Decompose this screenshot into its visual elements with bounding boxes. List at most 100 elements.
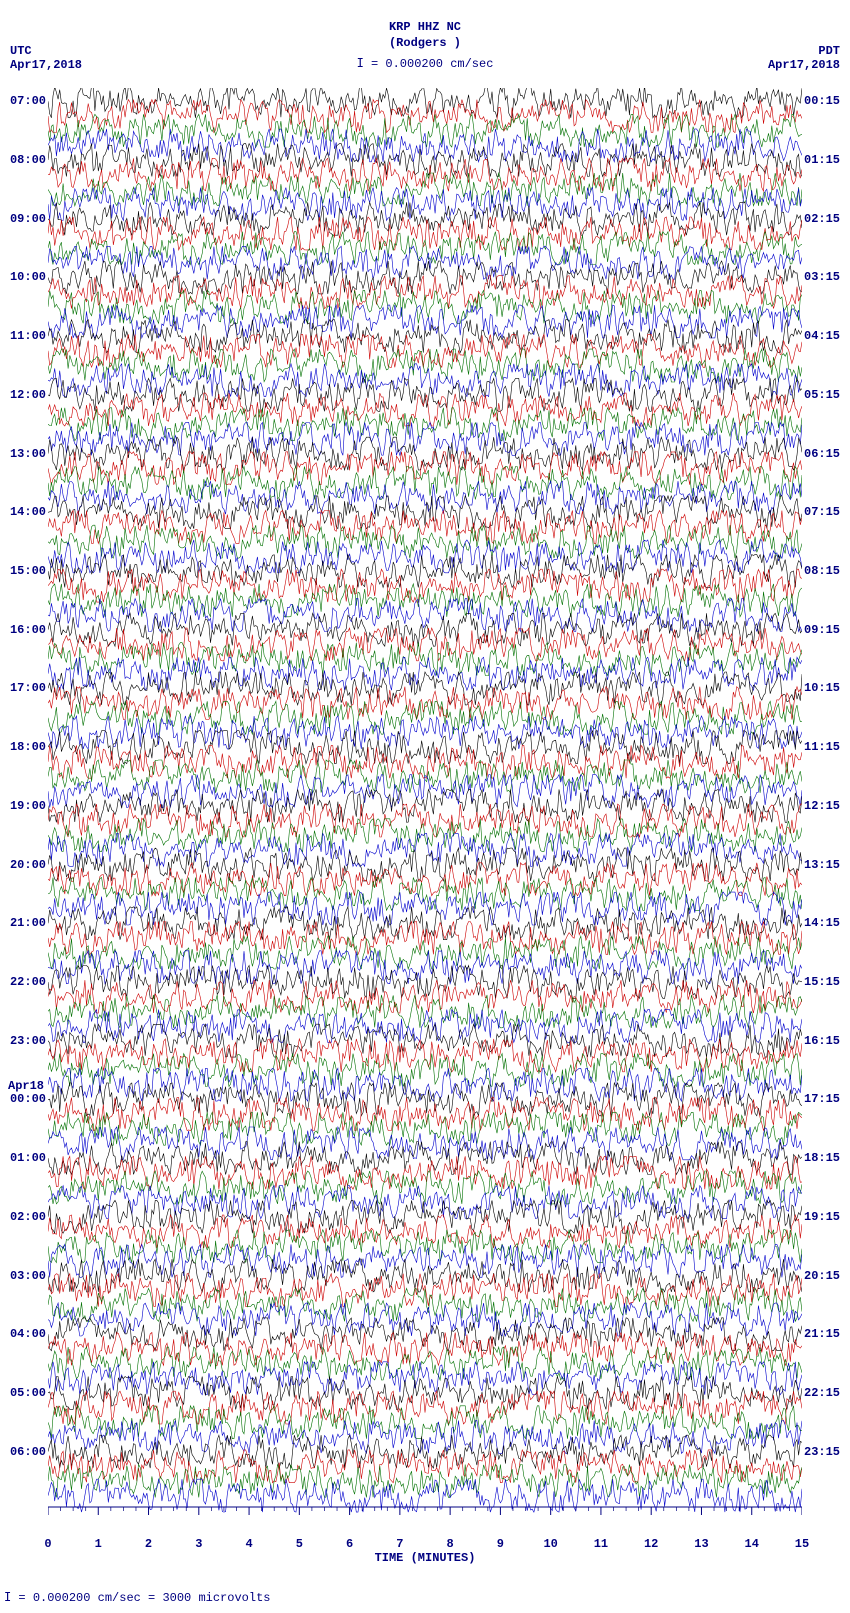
tz-left-label: UTC [10, 44, 82, 58]
left-time-label: 08:00 [8, 153, 46, 167]
left-time-label: 05:00 [8, 1386, 46, 1400]
seismic-trace-row [48, 716, 802, 749]
x-tick-label: 15 [795, 1537, 809, 1551]
seismic-trace-row [48, 1127, 802, 1160]
seismic-trace-row [48, 1288, 802, 1321]
seismic-trace-row [48, 1098, 802, 1131]
seismic-trace-row [48, 1039, 802, 1072]
date-right: Apr17,2018 [768, 58, 840, 72]
seismic-trace-row [48, 378, 802, 411]
left-time-label: 20:00 [8, 858, 46, 872]
right-time-label: 17:15 [804, 1092, 842, 1106]
seismic-trace-row [48, 393, 802, 426]
seismic-trace-row [48, 848, 802, 881]
seismic-trace-row [48, 1391, 802, 1424]
left-time-label: 07:00 [8, 94, 46, 108]
helicorder-svg [48, 88, 802, 1533]
right-time-label: 00:15 [804, 94, 842, 108]
seismic-trace-row [48, 276, 802, 309]
seismic-trace-row [48, 188, 802, 221]
right-time-label: 18:15 [804, 1151, 842, 1165]
right-time-label: 09:15 [804, 623, 842, 637]
seismic-trace-row [48, 789, 802, 822]
right-time-label: 19:15 [804, 1210, 842, 1224]
seismic-trace-row [48, 261, 802, 294]
seismic-trace-row [48, 922, 802, 955]
x-tick-label: 7 [396, 1537, 403, 1551]
seismic-trace-row [48, 863, 802, 896]
x-tick-label: 8 [447, 1537, 454, 1551]
x-tick-label: 3 [195, 1537, 202, 1551]
right-time-label: 22:15 [804, 1386, 842, 1400]
timezone-left: UTC Apr17,2018 [10, 44, 82, 73]
x-tick-label: 5 [296, 1537, 303, 1551]
station-id: KRP HHZ NC [0, 20, 850, 36]
left-time-label: 14:00 [8, 505, 46, 519]
seismic-trace-row [48, 246, 802, 279]
x-axis-label: TIME (MINUTES) [0, 1551, 850, 1565]
seismic-trace-row [48, 966, 802, 999]
seismic-trace-row [48, 496, 802, 529]
x-tick-label: 14 [745, 1537, 759, 1551]
right-time-label: 07:15 [804, 505, 842, 519]
seismic-trace-row [48, 1112, 802, 1145]
seismic-trace-row [48, 1068, 802, 1101]
x-tick-label: 9 [497, 1537, 504, 1551]
seismic-trace-row [48, 584, 802, 617]
title-block: KRP HHZ NC (Rodgers ) 𝙸 = 0.000200 cm/se… [0, 20, 850, 73]
right-time-label: 16:15 [804, 1034, 842, 1048]
x-tick-label: 0 [44, 1537, 51, 1551]
left-time-label: 09:00 [8, 212, 46, 226]
seismic-trace-row [48, 88, 802, 118]
right-time-label: 13:15 [804, 858, 842, 872]
x-tick-label: 6 [346, 1537, 353, 1551]
left-time-label: 15:00 [8, 564, 46, 578]
seismic-trace-row [48, 437, 802, 470]
left-time-label: 06:00 [8, 1445, 46, 1459]
left-time-label: 04:00 [8, 1327, 46, 1341]
right-time-label: 20:15 [804, 1269, 842, 1283]
left-time-label: 00:00 [8, 1092, 46, 1106]
left-time-label: 22:00 [8, 975, 46, 989]
seismic-trace-row [48, 745, 802, 778]
x-tick-label: 2 [145, 1537, 152, 1551]
left-time-label: 11:00 [8, 329, 46, 343]
station-name: (Rodgers ) [0, 36, 850, 52]
helicorder-plot [48, 88, 802, 1533]
seismic-trace-row [48, 1377, 802, 1410]
left-time-label: 18:00 [8, 740, 46, 754]
left-time-label: 10:00 [8, 270, 46, 284]
right-time-label: 23:15 [804, 1445, 842, 1459]
right-time-label: 12:15 [804, 799, 842, 813]
seismic-trace-row [48, 1435, 802, 1468]
timezone-right: PDT Apr17,2018 [768, 44, 840, 73]
right-time-label: 14:15 [804, 916, 842, 930]
seismic-trace-row [48, 408, 802, 441]
right-time-label: 01:15 [804, 153, 842, 167]
date-left: Apr17,2018 [10, 58, 82, 72]
seismic-trace-row [48, 173, 802, 206]
seismic-trace-row [48, 452, 802, 485]
left-time-label: 01:00 [8, 1151, 46, 1165]
x-tick-label: 13 [694, 1537, 708, 1551]
left-date-label: Apr18 [8, 1079, 44, 1093]
left-time-label: 21:00 [8, 916, 46, 930]
right-time-label: 08:15 [804, 564, 842, 578]
right-time-label: 15:15 [804, 975, 842, 989]
left-time-label: 13:00 [8, 447, 46, 461]
left-time-label: 12:00 [8, 388, 46, 402]
seismic-trace-row [48, 1230, 802, 1263]
seismic-trace-row [48, 320, 802, 353]
seismogram-page: KRP HHZ NC (Rodgers ) 𝙸 = 0.000200 cm/se… [0, 0, 850, 1613]
x-tick-label: 12 [644, 1537, 658, 1551]
x-tick-label: 1 [95, 1537, 102, 1551]
left-time-label: 02:00 [8, 1210, 46, 1224]
x-axis-ticks [48, 1507, 802, 1515]
x-tick-label: 11 [594, 1537, 608, 1551]
footer-scale-note: 𝙸 = 0.000200 cm/sec = 3000 microvolts [4, 1590, 270, 1605]
left-time-label: 23:00 [8, 1034, 46, 1048]
right-time-label: 21:15 [804, 1327, 842, 1341]
right-time-label: 04:15 [804, 329, 842, 343]
x-tick-label: 10 [543, 1537, 557, 1551]
seismic-trace-row [48, 1186, 802, 1219]
